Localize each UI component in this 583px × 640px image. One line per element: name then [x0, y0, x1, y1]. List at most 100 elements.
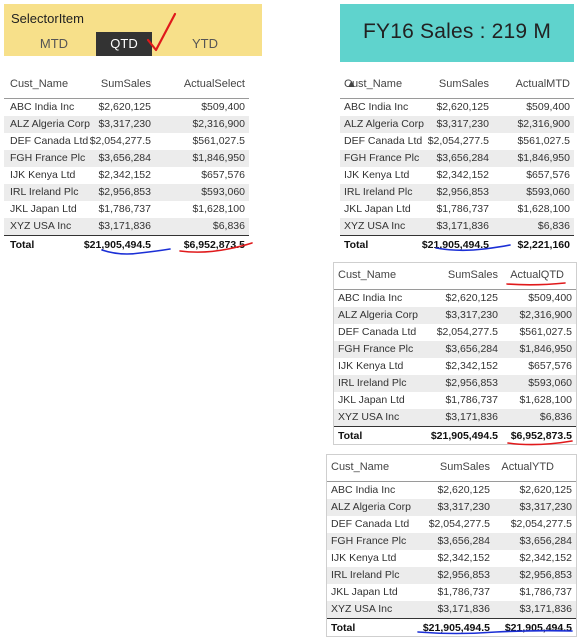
column-header-sum-sales[interactable]: SumSales	[438, 78, 489, 90]
cell-actual-value: $561,027.5	[517, 135, 570, 147]
table-row: ALZ Algeria Corp $3,317,230 $2,316,900	[4, 116, 249, 133]
cell-sum-sales: $2,956,853	[437, 569, 490, 581]
column-header-actual-value[interactable]: ActualYTD	[501, 461, 554, 473]
cell-sum-sales: $2,054,277.5	[427, 135, 489, 147]
red-underline-annotation	[507, 440, 573, 446]
cell-sum-sales: $2,054,277.5	[436, 326, 498, 338]
table-row: IRL Ireland Plc $2,956,853 $593,060	[4, 184, 249, 201]
red-underline-annotation	[179, 242, 253, 253]
table-row: JKL Japan Ltd $1,786,737 $1,628,100	[4, 201, 249, 218]
cell-cust-name: ALZ Algeria Corp	[338, 309, 418, 321]
cell-actual-value: $1,846,950	[517, 152, 570, 164]
cell-cust-name: JKL Japan Ltd	[344, 203, 411, 215]
table-row: DEF Canada Ltd $2,054,277.5 $561,027.5	[340, 133, 574, 150]
table-row: XYZ USA Inc $3,171,836 $3,171,836	[327, 601, 576, 618]
table-row: ALZ Algeria Corp $3,317,230 $3,317,230	[327, 499, 576, 516]
cell-actual-value: $593,060	[201, 186, 245, 198]
cell-actual-value: $657,576	[201, 169, 245, 181]
column-header-sum-sales[interactable]: SumSales	[100, 78, 151, 90]
column-header-sum-sales[interactable]: SumSales	[439, 461, 490, 473]
table-actual-qtd: Cust_Name SumSales ActualQTD ABC India Inc $…	[333, 262, 577, 445]
column-header-actual-value[interactable]: ActualSelect	[183, 78, 245, 90]
cell-actual-value: $1,628,100	[517, 203, 570, 215]
cell-sum-sales: $3,656,284	[98, 152, 151, 164]
cell-cust-name: FGH France Plc	[344, 152, 420, 164]
cell-sum-sales: $3,656,284	[437, 535, 490, 547]
cell-actual-value: $6,836	[212, 220, 245, 232]
cell-cust-name: IJK Kenya Ltd	[344, 169, 410, 181]
cell-actual-value: $2,316,900	[517, 118, 570, 130]
table-row: IRL Ireland Plc $2,956,853 $593,060	[340, 184, 574, 201]
cell-cust-name: IJK Kenya Ltd	[331, 552, 397, 564]
slicer-option-qtd[interactable]: QTD	[96, 32, 152, 56]
cell-sum-sales: $2,620,125	[437, 484, 490, 496]
table-actual-ytd: Cust_Name SumSales ActualYTD ABC India Inc $…	[326, 454, 577, 637]
cell-cust-name: IRL Ireland Plc	[338, 377, 407, 389]
cell-sum-sales: $2,342,152	[436, 169, 489, 181]
total-actual-value: $6,952,873.5	[510, 430, 572, 442]
cell-sum-sales: $1,786,737	[436, 203, 489, 215]
table-row: IRL Ireland Plc $2,956,853 $2,956,853	[327, 567, 576, 584]
cell-sum-sales: $3,317,230	[436, 118, 489, 130]
cell-actual-value: $3,656,284	[519, 535, 572, 547]
cell-cust-name: XYZ USA Inc	[10, 220, 72, 232]
cell-cust-name: ALZ Algeria Corp	[344, 118, 424, 130]
cell-actual-value: $593,060	[526, 186, 570, 198]
cell-cust-name: JKL Japan Ltd	[10, 203, 77, 215]
cell-sum-sales: $2,054,277.5	[89, 135, 151, 147]
cell-cust-name: XYZ USA Inc	[344, 220, 406, 232]
cell-cust-name: JKL Japan Ltd	[338, 394, 405, 406]
cell-actual-value: $509,400	[528, 292, 572, 304]
cell-cust-name: IRL Ireland Plc	[10, 186, 79, 198]
cell-cust-name: DEF Canada Ltd	[338, 326, 417, 338]
cell-cust-name: FGH France Plc	[331, 535, 407, 547]
column-header-actual-value[interactable]: ActualMTD	[515, 78, 570, 90]
cell-sum-sales: $3,317,230	[437, 501, 490, 513]
column-header-cust-name[interactable]: Cust_Name	[10, 78, 69, 90]
table-row: FGH France Plc $3,656,284 $1,846,950	[334, 341, 576, 358]
cell-actual-value: $593,060	[528, 377, 572, 389]
cell-actual-value: $6,836	[537, 220, 570, 232]
cell-sum-sales: $2,956,853	[436, 186, 489, 198]
cell-actual-value: $657,576	[528, 360, 572, 372]
slicer-option-ytd[interactable]: YTD	[192, 36, 218, 51]
cell-sum-sales: $1,786,737	[437, 586, 490, 598]
card-value: FY16 Sales : 219 M	[362, 20, 552, 43]
table-row: FGH France Plc $3,656,284 $3,656,284	[327, 533, 576, 550]
total-sum-sales: $21,905,494.5	[83, 239, 151, 251]
cell-sum-sales: $2,956,853	[445, 377, 498, 389]
cell-cust-name: XYZ USA Inc	[331, 603, 393, 615]
cell-sum-sales: $2,342,152	[445, 360, 498, 372]
blue-underline-annotation	[101, 248, 171, 255]
table-row: JKL Japan Ltd $1,786,737 $1,628,100	[340, 201, 574, 218]
cell-cust-name: ABC India Inc	[338, 292, 403, 304]
blue-underline-annotation	[435, 244, 511, 252]
total-sum-sales: $21,905,494.5	[422, 622, 490, 634]
cell-actual-value: $509,400	[526, 101, 570, 113]
slicer-option-mtd[interactable]: MTD	[39, 36, 69, 51]
cell-cust-name: DEF Canada Ltd	[331, 518, 410, 530]
cell-sum-sales: $2,620,125	[445, 292, 498, 304]
cell-sum-sales: $3,171,836	[436, 220, 489, 232]
cell-actual-value: $2,620,125	[519, 484, 572, 496]
table-row: FGH France Plc $3,656,284 $1,846,950	[340, 150, 574, 167]
cell-actual-value: $657,576	[526, 169, 570, 181]
table-row: ABC India Inc $2,620,125 $509,400	[4, 99, 249, 116]
cell-actual-value: $1,628,100	[519, 394, 572, 406]
cell-cust-name: FGH France Plc	[338, 343, 414, 355]
column-header-cust-name[interactable]: Cust_Name	[338, 269, 397, 281]
cell-actual-value: $1,846,950	[519, 343, 572, 355]
column-header-cust-name[interactable]: Cust_Name	[344, 78, 403, 90]
table-row: FGH France Plc $3,656,284 $1,846,950	[4, 150, 249, 167]
column-header-actual-value[interactable]: ActualQTD	[510, 269, 564, 281]
cell-cust-name: ALZ Algeria Corp	[331, 501, 411, 513]
column-header-cust-name[interactable]: Cust_Name	[331, 461, 390, 473]
column-header-sum-sales[interactable]: SumSales	[447, 269, 498, 281]
cell-sum-sales: $2,342,152	[98, 169, 151, 181]
total-actual-value: $2,221,160	[517, 239, 570, 251]
cell-sum-sales: $3,171,836	[445, 411, 498, 423]
cell-actual-value: $561,027.5	[519, 326, 572, 338]
cell-sum-sales: $2,054,277.5	[428, 518, 490, 530]
cell-actual-value: $2,316,900	[192, 118, 245, 130]
cell-actual-value: $1,846,950	[192, 152, 245, 164]
